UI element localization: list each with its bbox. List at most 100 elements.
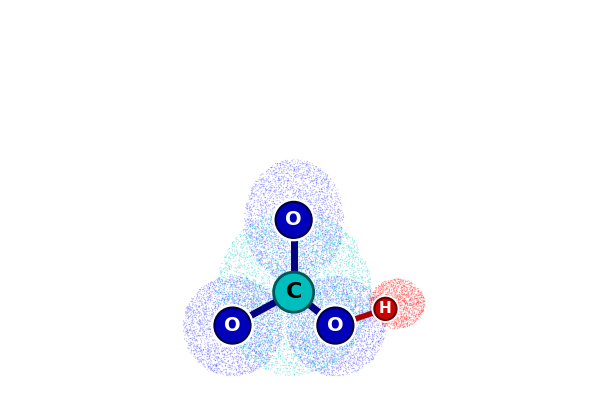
Point <box>256 243 266 249</box>
Point <box>256 180 266 187</box>
Point <box>306 199 315 205</box>
Point <box>316 360 326 366</box>
Point <box>228 309 237 316</box>
Point <box>205 365 215 371</box>
Point <box>286 331 295 337</box>
Point <box>254 351 264 357</box>
Point <box>261 334 271 340</box>
Point <box>394 289 404 296</box>
Point <box>296 287 306 293</box>
Point <box>266 353 276 360</box>
Point <box>238 312 248 319</box>
Point <box>297 248 307 254</box>
Point <box>376 326 386 333</box>
Point <box>317 217 327 223</box>
Point <box>263 257 272 264</box>
Point <box>252 182 262 188</box>
Point <box>197 324 207 330</box>
Point <box>355 285 364 291</box>
Point <box>350 296 359 303</box>
Point <box>298 259 308 265</box>
Point <box>318 357 328 364</box>
Point <box>272 268 281 274</box>
Point <box>271 285 280 292</box>
Point <box>245 246 254 253</box>
Point <box>347 318 357 324</box>
Point <box>315 332 325 338</box>
Point <box>289 161 298 167</box>
Point <box>219 305 229 311</box>
Point <box>326 325 336 332</box>
Point <box>353 318 362 325</box>
Point <box>384 297 394 304</box>
Point <box>286 202 295 209</box>
Point <box>259 319 268 326</box>
Point <box>379 287 389 293</box>
Point <box>213 334 222 340</box>
Point <box>323 247 333 254</box>
Point <box>298 371 307 377</box>
Point <box>302 307 312 313</box>
Point <box>308 313 318 320</box>
Point <box>263 237 272 243</box>
Point <box>376 310 386 317</box>
Point <box>292 165 302 171</box>
Point <box>243 353 252 359</box>
Point <box>257 258 266 264</box>
Point <box>352 343 362 350</box>
Point <box>320 353 330 360</box>
Point <box>323 182 332 189</box>
Point <box>251 216 260 223</box>
Point <box>228 320 238 327</box>
Point <box>278 161 288 167</box>
Point <box>245 216 255 222</box>
Point <box>247 348 257 354</box>
Point <box>335 360 345 366</box>
Point <box>266 336 275 343</box>
Point <box>224 309 234 315</box>
Point <box>203 360 213 366</box>
Point <box>258 354 268 360</box>
Point <box>386 286 396 292</box>
Point <box>362 311 372 317</box>
Point <box>216 330 225 336</box>
Point <box>343 232 353 239</box>
Point <box>359 323 369 330</box>
Point <box>248 288 258 294</box>
Point <box>256 288 266 294</box>
Point <box>293 261 303 267</box>
Point <box>343 293 353 300</box>
Point <box>230 328 239 335</box>
Point <box>252 229 262 235</box>
Point <box>322 288 332 294</box>
Point <box>263 289 273 296</box>
Point <box>198 290 208 297</box>
Point <box>220 346 230 353</box>
Point <box>313 211 323 217</box>
Point <box>351 361 361 367</box>
Point <box>330 363 339 370</box>
Point <box>382 303 392 310</box>
Point <box>196 358 205 364</box>
Point <box>249 358 259 365</box>
Point <box>365 302 375 309</box>
Point <box>379 304 389 311</box>
Point <box>383 311 393 318</box>
Point <box>312 299 321 305</box>
Point <box>299 342 309 349</box>
Point <box>326 282 336 288</box>
Point <box>288 171 298 178</box>
Point <box>378 285 387 292</box>
Point <box>275 313 285 320</box>
Point <box>269 221 278 227</box>
Point <box>236 281 245 288</box>
Point <box>262 306 272 312</box>
Point <box>234 365 244 372</box>
Point <box>370 302 379 308</box>
Point <box>341 323 351 329</box>
Point <box>280 238 289 245</box>
Point <box>323 172 332 179</box>
Point <box>289 371 299 378</box>
Point <box>255 300 265 307</box>
Point <box>349 339 358 346</box>
